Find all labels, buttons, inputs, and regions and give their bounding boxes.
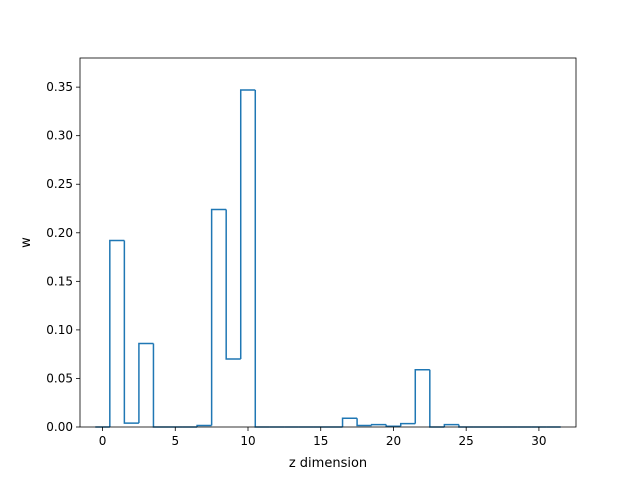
- y-axis-label: w: [19, 237, 34, 248]
- x-tick-label: 20: [386, 434, 401, 448]
- histogram-bin-24: [443, 423, 459, 427]
- histogram-bin-4: [152, 343, 168, 428]
- x-tick-label: 30: [531, 434, 546, 448]
- histogram-bin-21: [399, 422, 416, 427]
- y-tick-label: 0.35: [46, 80, 73, 94]
- y-tick-label: 0.20: [46, 226, 73, 240]
- x-tick-label: 25: [459, 434, 474, 448]
- histogram-bin-8: [210, 208, 227, 426]
- histogram-bin-3: [138, 342, 154, 424]
- histogram-bin-19: [370, 423, 387, 426]
- y-axis-ticks: 0.00 0.05 0.10 0.15 0.20 0.25 0.30 0.35: [46, 80, 80, 434]
- histogram-bin-20: [385, 424, 401, 427]
- x-tick-label: 5: [171, 434, 179, 448]
- x-axis-label: z dimension: [289, 456, 367, 471]
- histogram-bin-23: [429, 369, 445, 428]
- y-tick-label: 0.30: [46, 129, 73, 143]
- x-tick-label: 15: [313, 434, 328, 448]
- y-tick-label: 0.25: [46, 177, 73, 191]
- plot-area: [95, 89, 561, 428]
- histogram-bin-17: [341, 417, 358, 427]
- histogram-bin-10: [239, 89, 256, 360]
- y-tick-label: 0.10: [46, 323, 73, 337]
- histogram-bin-1: [109, 239, 125, 427]
- x-tick-label: 0: [99, 434, 107, 448]
- x-axis-ticks: 0 5 10 15 20 25 30: [99, 427, 547, 448]
- y-tick-label: 0.00: [46, 420, 73, 434]
- histogram-bin-18: [356, 418, 372, 427]
- y-tick-label: 0.15: [46, 274, 73, 288]
- histogram-bin-22: [414, 368, 430, 424]
- histogram-bin-11: [254, 90, 270, 428]
- histogram-bin-2: [123, 240, 139, 424]
- x-tick-label: 10: [240, 434, 255, 448]
- y-tick-label: 0.05: [46, 371, 73, 385]
- histogram-bin-7: [196, 424, 212, 427]
- axes-frame: [79, 57, 577, 428]
- histogram-bin-9: [225, 209, 241, 360]
